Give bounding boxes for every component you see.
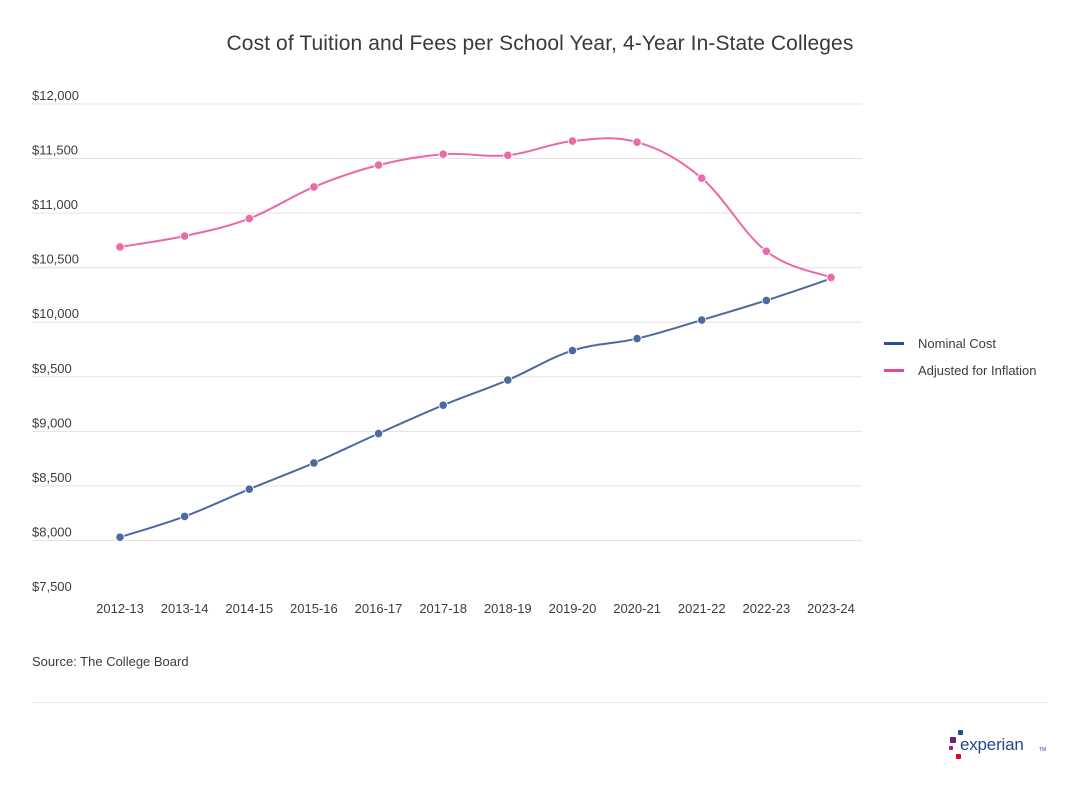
data-point-inflation xyxy=(438,149,448,159)
footer-divider xyxy=(32,702,1048,703)
y-tick-label: $7,500 xyxy=(32,579,72,594)
x-tick-label: 2020-21 xyxy=(613,601,661,616)
data-point-nominal xyxy=(697,315,707,325)
series-line-nominal xyxy=(119,277,832,539)
line-chart: $7,500 $8,000 $8,500 $9,000 $9,500 $10,000 $10… xyxy=(32,88,862,616)
experian-trademark: TM xyxy=(1039,747,1047,753)
data-point-inflation xyxy=(761,246,771,256)
data-point-inflation xyxy=(697,173,707,183)
x-axis-ticks: 2012-13 2013-14 2014-15 2015-16 2016-17 2017-… xyxy=(96,601,855,616)
x-tick-label: 2023-24 xyxy=(807,601,855,616)
data-point-inflation xyxy=(503,150,513,160)
x-tick-label: 2013-14 xyxy=(161,601,209,616)
legend-item-nominal[interactable]: Nominal Cost xyxy=(884,330,1037,357)
y-tick-label: $9,000 xyxy=(32,415,72,430)
data-point-inflation xyxy=(373,160,384,170)
legend-label-inflation: Adjusted for Inflation xyxy=(918,363,1037,378)
y-axis-ticks: $7,500 $8,000 $8,500 $9,000 $9,500 $10,000 $10… xyxy=(32,88,79,594)
data-points xyxy=(115,136,836,542)
y-tick-label: $8,000 xyxy=(32,524,72,539)
series-lines xyxy=(119,137,832,539)
x-tick-label: 2022-23 xyxy=(743,601,791,616)
data-point-inflation xyxy=(244,213,254,224)
y-tick-label: $10,500 xyxy=(32,252,79,267)
legend-swatch-inflation xyxy=(884,369,904,372)
legend-item-inflation[interactable]: Adjusted for Inflation xyxy=(884,357,1037,384)
y-tick-label: $11,000 xyxy=(32,197,78,212)
x-tick-label: 2014-15 xyxy=(225,601,273,616)
data-point-nominal xyxy=(567,345,578,356)
x-tick-label: 2021-22 xyxy=(678,601,726,616)
data-point-inflation xyxy=(180,231,190,241)
legend-swatch-nominal xyxy=(884,342,904,345)
data-point-nominal xyxy=(244,484,254,494)
data-point-nominal xyxy=(761,295,771,305)
experian-wordmark: experian xyxy=(960,735,1024,754)
x-tick-label: 2015-16 xyxy=(290,601,338,616)
data-point-nominal xyxy=(115,532,125,542)
legend-label-nominal: Nominal Cost xyxy=(918,336,997,351)
data-point-nominal xyxy=(373,428,384,439)
y-tick-label: $11,500 xyxy=(32,143,78,158)
x-tick-label: 2018-19 xyxy=(484,601,532,616)
data-point-nominal xyxy=(632,333,642,344)
x-tick-label: 2019-20 xyxy=(549,601,597,616)
source-note: Source: The College Board xyxy=(32,654,189,669)
data-point-inflation xyxy=(567,136,578,146)
y-tick-label: $10,000 xyxy=(32,306,79,321)
data-point-nominal xyxy=(309,458,319,468)
x-tick-label: 2012-13 xyxy=(96,601,144,616)
data-point-nominal xyxy=(503,375,513,385)
data-point-nominal xyxy=(438,400,448,410)
gridlines xyxy=(32,103,862,541)
x-tick-label: 2016-17 xyxy=(355,601,403,616)
x-tick-label: 2017-18 xyxy=(419,601,467,616)
chart-legend: Nominal Cost Adjusted for Inflation xyxy=(884,330,1037,384)
chart-title: Cost of Tuition and Fees per School Year… xyxy=(226,32,854,55)
data-point-nominal xyxy=(180,511,190,522)
y-tick-label: $12,000 xyxy=(32,88,79,103)
experian-dots-icon xyxy=(949,730,963,759)
data-point-inflation xyxy=(632,137,642,147)
series-line-inflation xyxy=(119,137,832,279)
data-point-inflation xyxy=(826,272,836,283)
data-point-inflation xyxy=(309,182,319,192)
experian-logo: experian TM xyxy=(948,730,1048,764)
data-point-inflation xyxy=(115,242,125,252)
y-tick-label: $9,500 xyxy=(32,361,72,376)
y-tick-label: $8,500 xyxy=(32,470,72,485)
